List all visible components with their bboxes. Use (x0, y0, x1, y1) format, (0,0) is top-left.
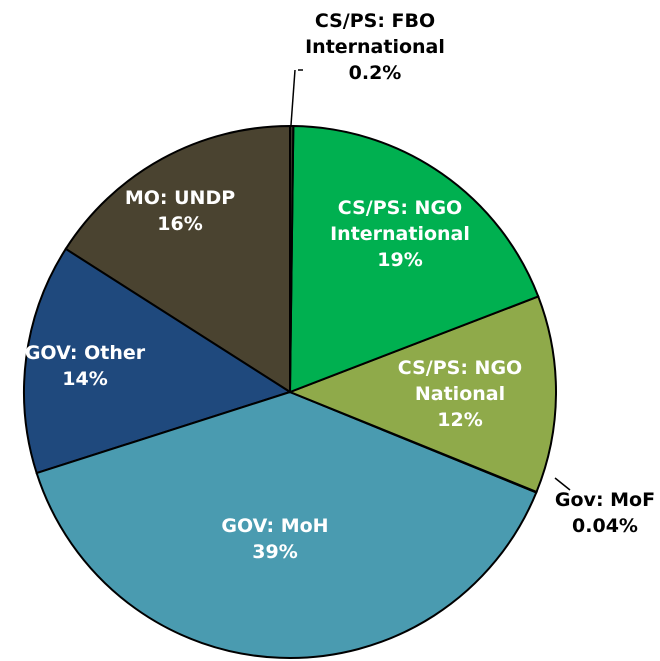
pie-slice (23, 247, 293, 475)
category-label: MO: UNDP (124, 187, 236, 209)
pie-slice (289, 124, 295, 393)
slice-label: CS/PS: NGO National 12% (375, 355, 545, 433)
category-label: GOV: Other (24, 342, 146, 364)
leader-line (290, 69, 296, 126)
pie-slice (35, 390, 538, 659)
slice-label: CS/PS: FBO International 0.2% (290, 8, 460, 86)
value-label: 19% (377, 249, 423, 271)
category-label: Gov: MoF (554, 489, 656, 511)
value-label: 14% (62, 368, 108, 390)
pie-slice (287, 295, 557, 494)
category-label: GOV: MoH (221, 515, 329, 537)
leader-line (554, 477, 571, 491)
slice-label: GOV: MoH 39% (185, 513, 365, 565)
category-label: CS/PS: FBO International (305, 10, 445, 58)
value-label: 0.04% (572, 515, 638, 537)
category-label: CS/PS: NGO National (397, 357, 523, 405)
value-label: 12% (437, 409, 483, 431)
value-label: 16% (157, 213, 203, 235)
value-label: 0.2% (348, 62, 402, 84)
pie-slice (288, 125, 540, 394)
value-label: 39% (252, 541, 298, 563)
pie-slice (64, 124, 291, 394)
category-label: CS/PS: NGO International (330, 197, 470, 245)
slice-label: Gov: MoF 0.04% (545, 487, 660, 539)
slice-label: MO: UNDP 16% (100, 185, 260, 237)
slice-label: GOV: Other 14% (15, 340, 155, 392)
slice-label: CS/PS: NGO International 19% (310, 195, 490, 273)
